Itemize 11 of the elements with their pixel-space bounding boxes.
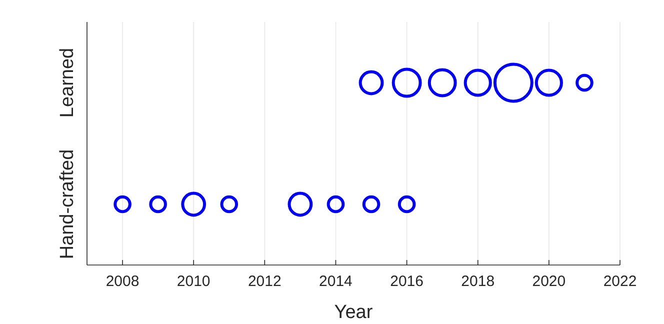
x-axis-title: Year [334,302,374,323]
x-tick-label: 2020 [532,273,566,290]
x-tick-label: 2014 [319,273,352,290]
x-tick-label: 2010 [176,273,210,290]
x-tick-label: 2008 [106,273,140,290]
x-tick-label: 2016 [390,273,424,290]
x-tick-label: 2012 [248,273,282,290]
x-tick-label: 2018 [461,273,495,290]
y-tick-label: Learned [57,48,78,118]
y-tick-label: Hand-crafted [57,149,78,260]
x-tick-label: 2022 [603,273,637,290]
